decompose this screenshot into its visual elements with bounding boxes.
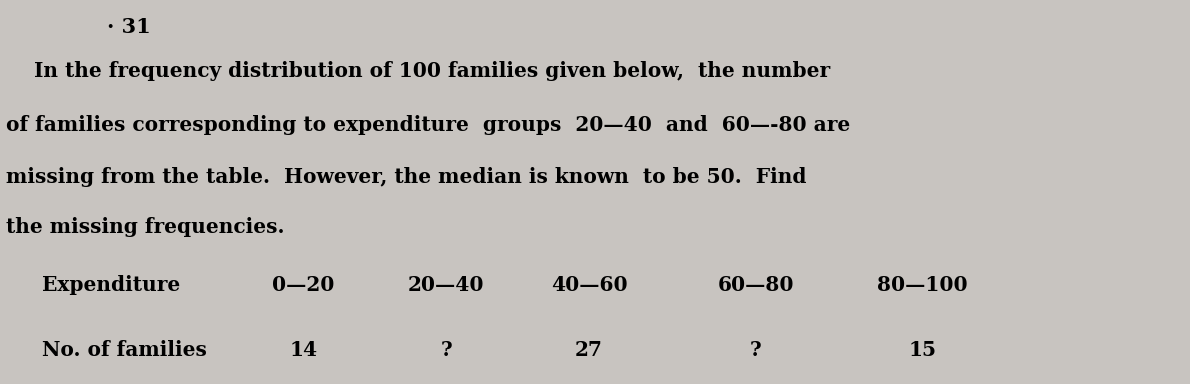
Text: 14: 14: [289, 340, 318, 360]
Text: of families corresponding to expenditure  groups  20—40  and  60—-80 are: of families corresponding to expenditure…: [6, 115, 850, 135]
Text: 60—80: 60—80: [718, 275, 794, 295]
Text: 80—100: 80—100: [877, 275, 967, 295]
Text: missing from the table.  However, the median is known  to be 50.  Find: missing from the table. However, the med…: [6, 167, 807, 187]
Text: Expenditure: Expenditure: [42, 275, 180, 295]
Text: In the frequency distribution of 100 families given below,  the number: In the frequency distribution of 100 fam…: [6, 61, 831, 81]
Text: 15: 15: [908, 340, 937, 360]
Text: 40—60: 40—60: [551, 275, 627, 295]
Text: the missing frequencies.: the missing frequencies.: [6, 217, 284, 237]
Text: 27: 27: [575, 340, 603, 360]
Text: 0—20: 0—20: [273, 275, 334, 295]
Text: ?: ?: [440, 340, 452, 360]
Text: ?: ?: [750, 340, 762, 360]
Text: No. of families: No. of families: [42, 340, 207, 360]
Text: 20—40: 20—40: [408, 275, 484, 295]
Text: · 31: · 31: [107, 17, 151, 37]
